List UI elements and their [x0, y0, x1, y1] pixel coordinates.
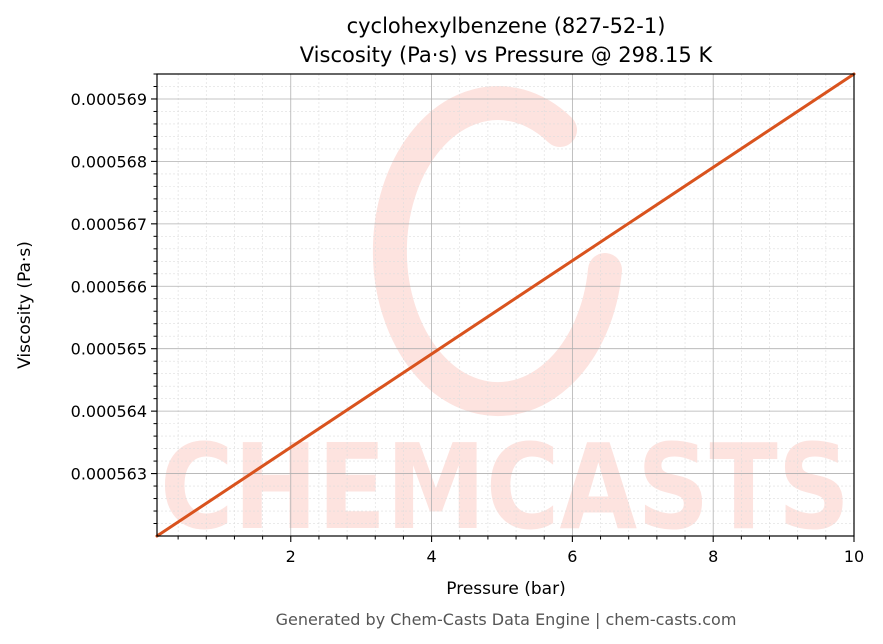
x-tick-label: 6	[567, 547, 577, 566]
ticks	[151, 73, 855, 542]
y-tick-label: 0.000564	[71, 402, 147, 421]
chart-title: cyclohexylbenzene (827-52-1)	[347, 14, 666, 38]
minor-grid	[157, 73, 854, 536]
series-layer	[155, 72, 856, 538]
y-tick-labels: 0.000563 0.000564 0.000565 0.000566 0.000567…	[71, 90, 147, 484]
footer-credit: Generated by Chem-Casts Data Engine | ch…	[276, 610, 737, 629]
x-axis-label: Pressure (bar)	[446, 579, 565, 599]
x-tick-label: 2	[286, 547, 296, 566]
y-tick-label: 0.000569	[71, 90, 147, 109]
y-tick-label: 0.000566	[71, 277, 147, 296]
x-tick-label: 10	[844, 547, 864, 566]
y-axis-label: Viscosity (Pa·s)	[15, 241, 35, 369]
series-line	[155, 72, 856, 538]
y-tick-label: 0.000568	[71, 152, 147, 171]
chart-subtitle: Viscosity (Pa·s) vs Pressure @ 298.15 K	[300, 43, 714, 67]
y-tick-label: 0.000563	[71, 465, 147, 484]
major-grid	[157, 74, 855, 536]
watermark: CHEMCASTS	[160, 86, 850, 556]
watermark-text: CHEMCASTS	[160, 418, 850, 556]
x-tick-labels: 2 4 6 8 10	[286, 547, 865, 566]
plot-frame	[156, 73, 855, 537]
y-tick-label: 0.000567	[71, 215, 147, 234]
x-tick-label: 4	[426, 547, 436, 566]
watermark-logo	[372, 86, 622, 417]
x-tick-label: 8	[708, 547, 718, 566]
y-tick-label: 0.000565	[71, 340, 147, 359]
